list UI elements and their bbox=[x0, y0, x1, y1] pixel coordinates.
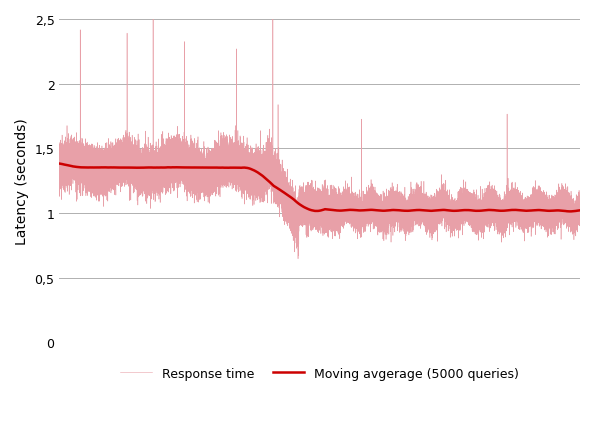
Response time bbox=[295, 256, 302, 262]
Moving avgerage (5000 queries) bbox=[91, 166, 98, 171]
Moving avgerage (5000 queries) bbox=[442, 208, 449, 213]
Moving avgerage (5000 queries) bbox=[577, 208, 584, 213]
Response time bbox=[339, 220, 346, 225]
Response time bbox=[270, 11, 277, 16]
Moving avgerage (5000 queries) bbox=[181, 165, 188, 170]
Legend: Response time, Moving avgerage (5000 queries): Response time, Moving avgerage (5000 que… bbox=[115, 362, 524, 385]
Moving avgerage (5000 queries) bbox=[255, 171, 262, 176]
Response time bbox=[56, 177, 63, 182]
Response time bbox=[181, 158, 188, 163]
Response time bbox=[255, 165, 262, 170]
Line: Moving avgerage (5000 queries): Moving avgerage (5000 queries) bbox=[60, 164, 580, 212]
Y-axis label: Latency (seconds): Latency (seconds) bbox=[15, 118, 29, 245]
Moving avgerage (5000 queries) bbox=[369, 208, 377, 213]
Line: Response time: Response time bbox=[60, 14, 580, 259]
Moving avgerage (5000 queries) bbox=[339, 208, 346, 213]
Response time bbox=[369, 215, 377, 220]
Response time bbox=[442, 208, 449, 213]
Moving avgerage (5000 queries) bbox=[56, 161, 63, 167]
Response time bbox=[577, 207, 584, 213]
Moving avgerage (5000 queries) bbox=[567, 209, 574, 214]
Response time bbox=[91, 167, 98, 172]
